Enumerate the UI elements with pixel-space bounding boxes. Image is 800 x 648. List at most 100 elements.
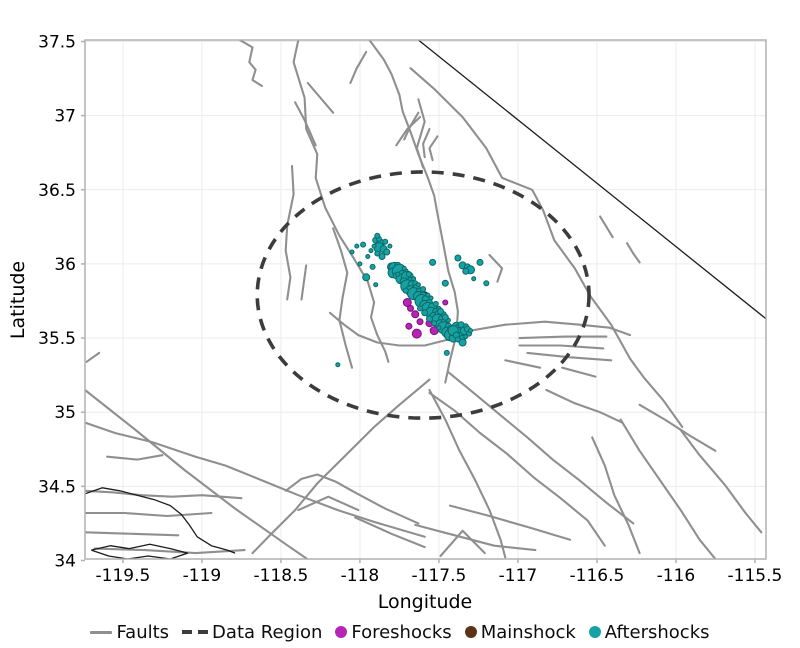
fault-line [106, 454, 164, 461]
fault-line [561, 366, 597, 378]
foreshock-point [416, 318, 424, 326]
x-axis-label: Longitude [378, 591, 473, 613]
y-tick-label: 36.5 [38, 181, 76, 201]
aftershock-point [437, 307, 444, 315]
foreshock-point [402, 298, 412, 307]
x-tick-label: -116 [657, 566, 696, 586]
aftershock-point [349, 249, 355, 255]
faults-line-swatch [90, 630, 113, 634]
fault-line [403, 111, 420, 141]
aftershock-point [378, 253, 386, 260]
fault-line [294, 101, 317, 147]
fault-line [448, 504, 572, 541]
mainshock-dot-swatch [464, 626, 477, 638]
aftershock-point [454, 254, 462, 262]
plot-border [84, 39, 767, 560]
x-tick-label: -118.5 [254, 566, 309, 586]
boundary-line [91, 543, 189, 559]
legend-item-data-region: Data Region [182, 622, 322, 643]
x-tick-label: -115.5 [728, 566, 783, 586]
fault-line [251, 378, 431, 555]
x-tick-label: -116.5 [570, 566, 625, 586]
aftershock-point [411, 276, 417, 282]
aftershock-point [420, 286, 427, 293]
aftershock-point [387, 243, 393, 249]
data-region-ellipse [255, 170, 591, 420]
aftershock-point [335, 362, 341, 368]
legend-label-data-region: Data Region [212, 621, 323, 643]
map-plot: -119.5 -119 -118.5 -118 -117.5 -117 -116.5 -116… [7, 32, 783, 613]
aftershock-point [382, 238, 389, 245]
fault-line [297, 495, 360, 512]
aftershock-points [335, 232, 490, 368]
aftershock-point [463, 334, 469, 340]
y-tick-label: 36 [54, 255, 76, 275]
fault-line [504, 359, 542, 369]
fault-line [526, 351, 613, 362]
fault-line [679, 428, 763, 534]
aftershocks-dot-swatch [588, 626, 601, 638]
fault-line [422, 127, 431, 159]
fault-line [428, 135, 439, 162]
fault-line [350, 489, 420, 525]
fault-line [300, 264, 308, 301]
legend-label-mainshock: Mainshock [480, 621, 576, 643]
legend-label-faults: Faults [116, 621, 170, 643]
aftershock-point [441, 313, 449, 321]
aftershock-point [432, 300, 439, 307]
fault-line [93, 547, 246, 555]
legend-item-foreshocks: Foreshocks [335, 622, 452, 643]
aftershock-point [426, 315, 433, 323]
aftershock-point [365, 254, 371, 259]
aftershock-point [373, 282, 379, 288]
fault-line [306, 81, 335, 114]
foreshock-point [405, 322, 413, 330]
aftershock-point [457, 321, 465, 329]
boundary-lines [85, 40, 766, 559]
aftershock-point [436, 325, 442, 331]
y-tick-label: 37 [54, 107, 76, 127]
fault-line [238, 40, 264, 88]
data-region-circle [255, 170, 591, 420]
fault-line [518, 344, 605, 350]
y-tick-label: 34 [54, 551, 76, 571]
fault-line [415, 98, 426, 169]
aftershock-point [371, 243, 377, 249]
fault-line [545, 388, 624, 424]
fault-line [368, 40, 459, 384]
legend-item-faults: Faults [90, 622, 169, 643]
x-tick-label: -119 [183, 566, 222, 586]
aftershock-point [368, 248, 374, 254]
fault-line [638, 403, 717, 452]
y-tick-labels: 34 34.5 35 35.5 36 36.5 37 37.5 [38, 32, 76, 571]
foreshocks-dot-swatch [335, 626, 348, 638]
foreshock-point [442, 299, 449, 306]
y-tick-label: 35 [54, 403, 76, 423]
x-tick-label: -118 [341, 566, 380, 586]
foreshock-point [411, 328, 422, 339]
fault-line [354, 516, 426, 549]
fault-line [488, 253, 504, 283]
legend-item-mainshock: Mainshock [464, 621, 576, 643]
foreshock-point [407, 304, 414, 312]
aftershock-point [369, 263, 376, 270]
fault-line [284, 164, 295, 301]
fault-line [85, 351, 101, 363]
y-tick-label: 35.5 [38, 329, 76, 349]
aftershock-point [458, 338, 467, 347]
boundary-line [417, 40, 766, 320]
x-tick-label: -117.5 [412, 566, 467, 586]
aftershock-point [468, 328, 473, 334]
fault-line [447, 371, 635, 525]
aftershock-point [471, 276, 477, 282]
y-tick-label: 34.5 [38, 477, 76, 497]
y-tick-label: 37.5 [38, 32, 76, 52]
legend-label-aftershocks: Aftershocks [604, 621, 710, 643]
fault-line [414, 523, 537, 552]
aftershock-point [417, 305, 423, 312]
fault-line [591, 436, 641, 555]
fault-line [625, 242, 641, 264]
x-tick-labels: -119.5 -119 -118.5 -118 -117.5 -117 -116.5 -116… [96, 566, 783, 586]
legend-item-aftershocks: Aftershocks [588, 621, 710, 643]
